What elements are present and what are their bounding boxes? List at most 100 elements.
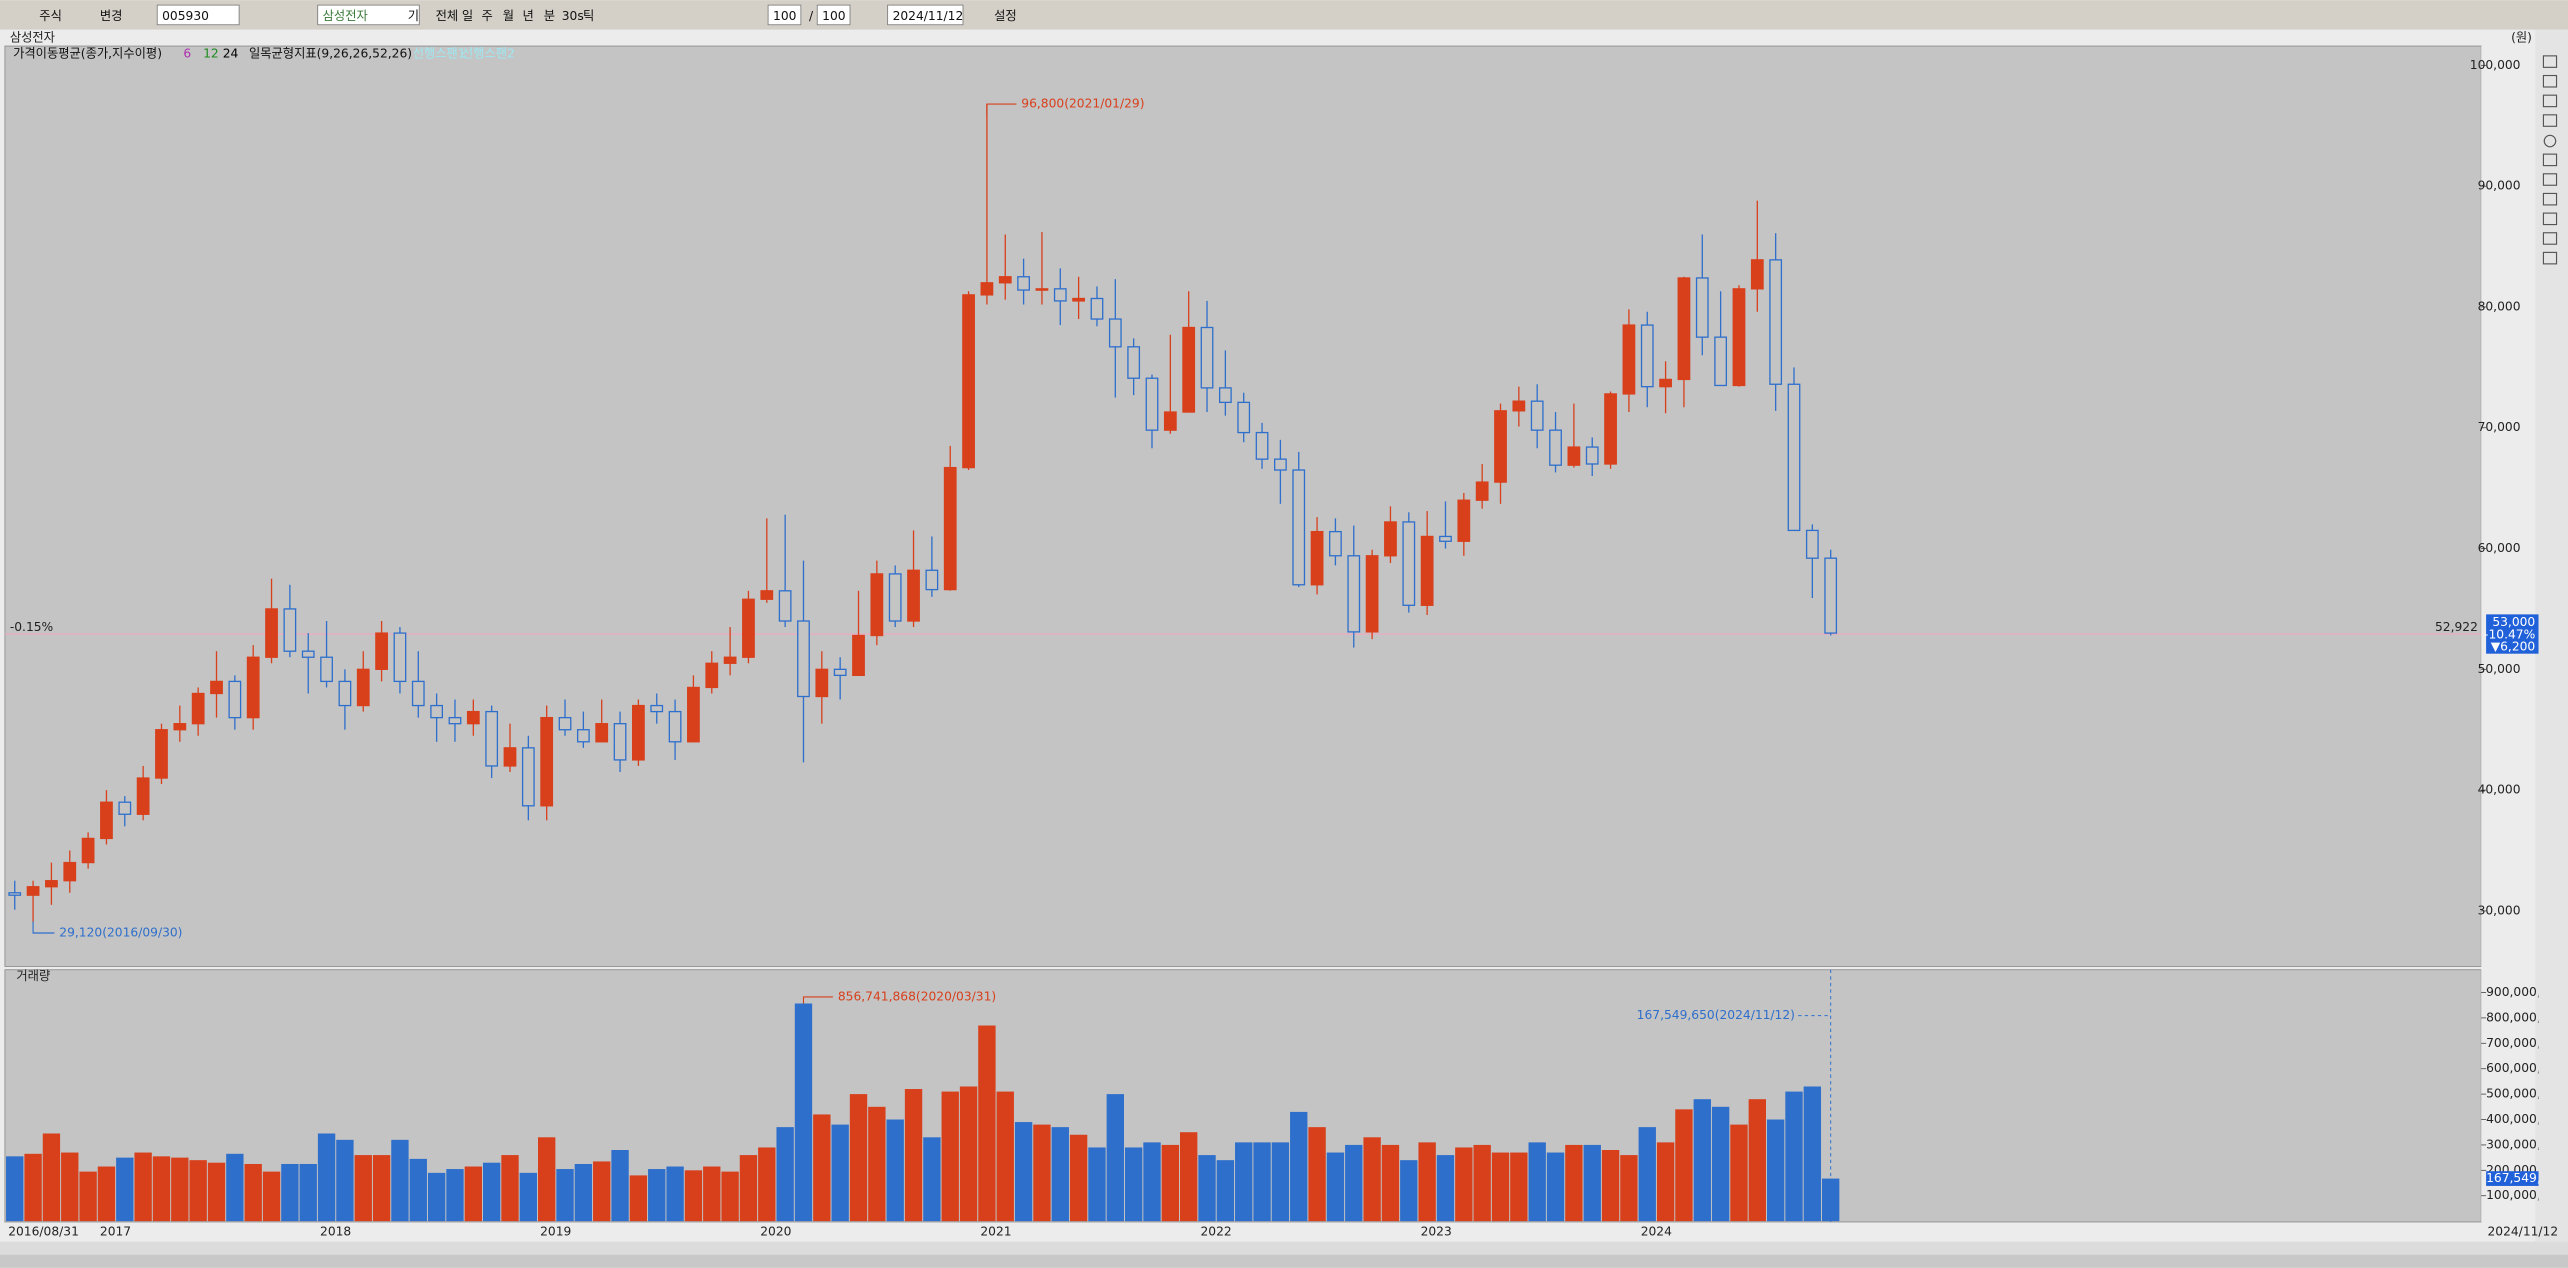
toolbar-item[interactable]: 주	[482, 9, 493, 23]
tool-icon[interactable]	[2542, 212, 2558, 226]
volume-bar	[959, 1086, 978, 1222]
volume-bar	[226, 1153, 244, 1222]
volume-bar	[171, 1157, 189, 1222]
candle-body	[1127, 346, 1141, 379]
y-tick-label: 100,000	[2470, 58, 2521, 72]
volume-bar	[1436, 1155, 1455, 1222]
toolbar-item[interactable]: 기	[408, 9, 419, 23]
tool-icon[interactable]	[2542, 173, 2558, 186]
toolbar-item[interactable]: 설정	[994, 9, 1017, 23]
toolbar-input[interactable]	[317, 4, 420, 26]
y-tick-label: 700,000,000	[2486, 1036, 2564, 1050]
candle-body	[888, 573, 902, 622]
toolbar-input[interactable]	[887, 4, 964, 26]
y-tick-label: 800,000,000	[2486, 1010, 2564, 1024]
volume-bar	[1748, 1099, 1766, 1222]
toolbar-item[interactable]: 변경	[100, 9, 123, 23]
title-bar	[0, 29, 2568, 47]
y-tick-label: 600,000,000	[2486, 1061, 2564, 1075]
volume-bar	[1730, 1124, 1748, 1222]
volume-bar	[354, 1155, 372, 1222]
scrollbar[interactable]	[0, 1241, 2568, 1255]
candle-body	[1750, 259, 1764, 290]
toolbar-item[interactable]: 주식	[39, 9, 62, 23]
toolbar-item[interactable]: 100	[773, 9, 796, 23]
volume-bar	[1400, 1160, 1418, 1222]
candle-body	[1604, 393, 1617, 465]
volume-bar	[152, 1156, 171, 1222]
tool-icon[interactable]	[2542, 192, 2558, 206]
candle-body	[925, 569, 939, 591]
candle-body	[1035, 288, 1049, 291]
toolbar-item[interactable]: 30s	[562, 9, 584, 23]
volume-bar	[244, 1163, 262, 1222]
x-tick-label: 2016/08/31	[8, 1224, 79, 1238]
volume-bar	[1510, 1152, 1528, 1222]
candle-body	[1622, 324, 1636, 395]
x-tick-label: 2019	[540, 1224, 571, 1238]
volume-bar	[1766, 1119, 1785, 1222]
tool-icon[interactable]	[2542, 74, 2558, 88]
chart-title: 삼성전자	[10, 30, 55, 44]
candle-body	[595, 723, 609, 743]
volume-bar	[1473, 1144, 1491, 1222]
tool-icon[interactable]	[2543, 134, 2557, 148]
candle-body	[1420, 535, 1434, 606]
toolbar-item[interactable]: /	[809, 9, 814, 23]
tool-icon[interactable]	[2542, 153, 2558, 167]
tool-icons[interactable]	[2542, 55, 2558, 265]
toolbar-item[interactable]: 005930	[162, 9, 209, 23]
toolbar-item[interactable]: 월	[503, 9, 514, 23]
price-box	[2486, 614, 2539, 654]
toolbar-input[interactable]	[816, 4, 851, 26]
candle-body	[265, 608, 278, 658]
toolbar-item[interactable]: 틱	[583, 9, 594, 23]
candle-body	[191, 692, 205, 725]
toolbar-item[interactable]: 전체	[436, 9, 459, 23]
toolbar-item[interactable]: 일	[462, 9, 473, 23]
toolbar-item[interactable]: 년	[522, 9, 533, 23]
volume-bar	[703, 1166, 721, 1222]
volume-bar	[1088, 1147, 1106, 1222]
tool-icon[interactable]	[2542, 232, 2558, 245]
candle-body	[870, 573, 884, 637]
volume-bar	[1675, 1109, 1693, 1222]
legend-entry: 24	[223, 47, 239, 61]
toolbar-input[interactable]	[156, 4, 240, 26]
y-tick-label: 40,000	[2478, 783, 2521, 797]
tool-icon[interactable]	[2542, 94, 2558, 108]
tool-icon[interactable]	[2542, 251, 2558, 265]
volume-bar	[1216, 1160, 1235, 1222]
toolbar-item[interactable]: 100	[822, 9, 845, 23]
volume-box	[2486, 1171, 2539, 1186]
volume-bar	[629, 1175, 648, 1222]
volume-title: 거래량	[16, 969, 50, 983]
legend-entry: 선행스팬1	[413, 46, 466, 61]
candle-body	[1640, 324, 1654, 388]
candle-body	[1365, 555, 1379, 633]
candle-body	[1714, 336, 1728, 387]
toolbar-bg	[0, 0, 2568, 30]
y-tick-label: 30,000	[2478, 903, 2521, 917]
toolbar-item[interactable]: 분	[544, 9, 555, 23]
toolbar-item[interactable]: 삼성전자	[323, 9, 368, 23]
volume-bar	[1290, 1111, 1308, 1222]
candle-body	[687, 686, 700, 743]
tool-icon[interactable]	[2542, 55, 2558, 68]
tool-icon[interactable]	[2542, 114, 2558, 127]
candle-body	[1310, 530, 1324, 586]
candle-body	[466, 710, 480, 725]
candle-body	[1347, 555, 1361, 633]
volume-bar	[189, 1160, 207, 1222]
candle-body	[943, 466, 957, 591]
volume-bar	[721, 1171, 739, 1222]
price-box-text: 53,000	[2492, 615, 2535, 629]
volume-bar	[1565, 1144, 1583, 1222]
toolbar-item[interactable]: 2024/11/12	[893, 9, 964, 23]
toolbar-input[interactable]	[767, 4, 802, 26]
volume-box-text: 167,549,650	[2486, 1171, 2564, 1185]
candle-body	[393, 632, 407, 683]
volume-bar	[776, 1127, 794, 1222]
